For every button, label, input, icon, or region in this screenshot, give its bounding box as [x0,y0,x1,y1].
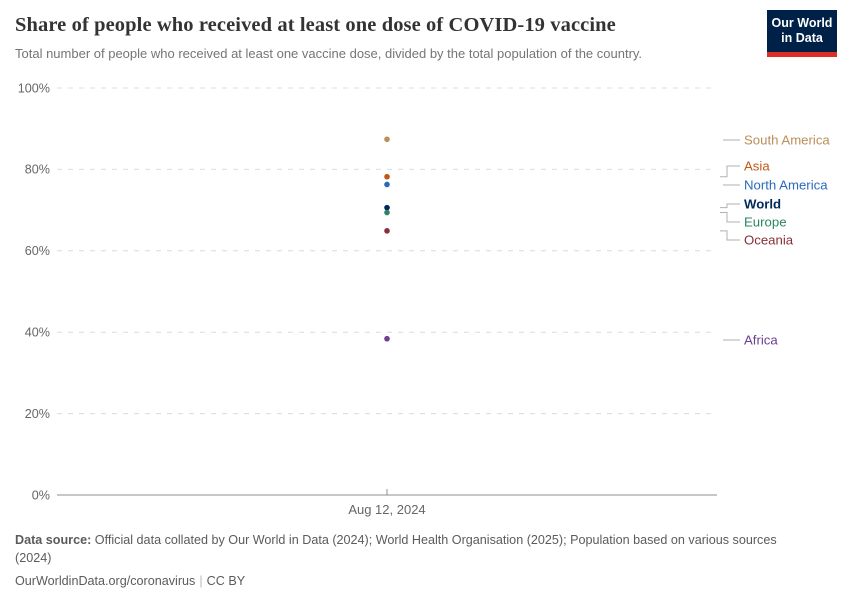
y-tick-label-20: 20% [25,407,50,421]
legend-connector-world [720,203,740,209]
data-point-asia[interactable] [384,173,390,180]
data-point-africa[interactable] [384,335,390,342]
citation-line: OurWorldinData.org/coronavirus | CC BY [15,573,800,591]
legend-label-europe[interactable]: Europe [744,215,787,230]
chart-title: Share of people who received at least on… [15,14,616,36]
y-tick-label-40: 40% [25,326,50,340]
y-tick-label-100: 100% [18,81,50,95]
legend-label-world[interactable]: World [744,197,781,212]
chart-footer: Data source: Official data collated by O… [15,532,800,591]
legend-label-africa[interactable]: Africa [744,333,778,348]
citation-separator: | [199,573,203,588]
data-point-world[interactable] [384,204,390,211]
citation-license: CC BY [206,573,246,588]
x-tick-label: Aug 12, 2024 [348,502,425,517]
data-point-oceania[interactable] [384,228,390,234]
chart-header: Share of people who received at least on… [15,14,750,61]
chart-subtitle: Total number of people who received at l… [15,46,643,61]
legend-label-north-america[interactable]: North America [744,178,828,193]
y-tick-label-80: 80% [25,163,50,177]
owid-logo-line1: Our World [771,16,833,30]
data-source-label: Data source: [15,533,92,547]
legend-connector-oceania [720,230,740,241]
data-point-south-america[interactable] [384,136,390,143]
data-source-line: Data source: Official data collated by O… [15,532,800,568]
data-point-europe[interactable] [384,209,390,216]
legend-label-south-america[interactable]: South America [744,133,830,148]
y-tick-label-60: 60% [25,244,50,258]
data-source-text: Official data collated by Our World in D… [15,533,777,565]
owid-logo[interactable]: Our World in Data [767,10,837,57]
legend-connector-asia [720,165,740,178]
legend-connector-europe [720,212,740,223]
y-tick-label-0: 0% [32,488,50,502]
legend-label-oceania[interactable]: Oceania [744,233,794,248]
data-point-north-america[interactable] [384,181,390,188]
citation-link[interactable]: OurWorldinData.org/coronavirus [15,573,196,588]
legend-label-asia[interactable]: Asia [744,159,770,174]
owid-logo-line2: in Data [781,31,823,46]
